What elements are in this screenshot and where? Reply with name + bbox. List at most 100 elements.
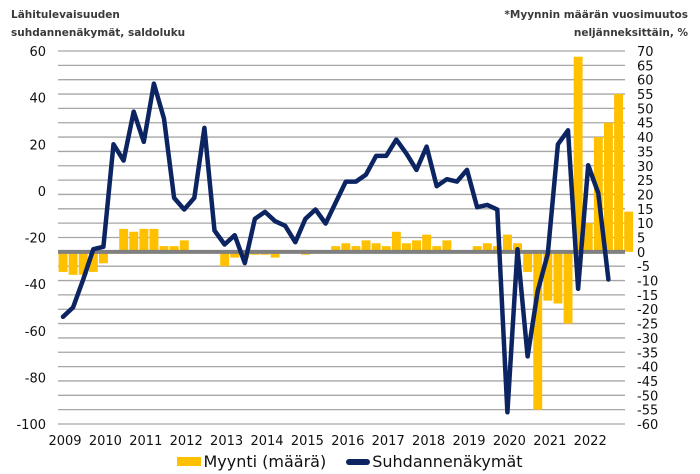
right-axis-tick-label: -60: [637, 418, 658, 433]
bar: [422, 234, 432, 252]
left-axis-title-line-2: suhdannenäkymät, saldoluku: [11, 27, 186, 39]
bar: [99, 251, 108, 264]
bar: [604, 122, 613, 252]
right-axis-tick-label: 55: [637, 88, 654, 103]
right-axis-tick-label: -45: [637, 375, 658, 390]
bar: [503, 234, 512, 252]
bar: [472, 246, 482, 252]
right-axis-tick-label: -25: [637, 318, 658, 333]
bar: [563, 251, 573, 324]
bar: [361, 240, 371, 252]
right-axis-tick-label: -20: [637, 303, 658, 318]
line-series-suhdannenakymat: [60, 81, 611, 415]
right-axis-tick-label: -10: [637, 275, 658, 290]
left-axis-title-line-1: Lähitulevaisuuden: [11, 9, 120, 21]
right-axis-tick-label: 65: [637, 59, 654, 74]
bar: [149, 228, 159, 252]
bar-series-myynti: [58, 56, 634, 410]
bar: [78, 251, 88, 275]
bar: [179, 240, 189, 252]
x-axis-tick-label: 2018: [412, 434, 445, 449]
bar: [391, 231, 401, 252]
left-axis-tick-label: -20: [25, 232, 46, 247]
bar: [402, 243, 411, 252]
bar: [573, 56, 583, 252]
right-axis-tick-label: -35: [637, 346, 658, 361]
legend-label-line: Suhdannenäkymät: [372, 452, 523, 471]
left-axis-tick-label: -80: [25, 371, 46, 386]
bar: [331, 246, 341, 252]
left-axis-tick-label: -40: [25, 278, 46, 293]
x-axis-tick-label: 2013: [210, 434, 243, 449]
bar: [412, 240, 421, 252]
x-axis-tick-label: 2015: [291, 434, 324, 449]
x-axis-tick-label: 2012: [170, 434, 203, 449]
x-axis-tick-label: 2009: [48, 434, 81, 449]
bar: [139, 228, 149, 252]
bar: [220, 251, 230, 267]
right-axis-tick-label: 50: [637, 102, 654, 117]
left-axis-title: Lähitulevaisuuden suhdannenäkymät, saldo…: [11, 6, 185, 42]
right-axis-ticks: 7065605550454035302520151050-5-10-15-20-…: [637, 45, 658, 433]
legend: Myynti (määrä) Suhdannenäkymät: [0, 452, 700, 471]
x-axis-tick-label: 2020: [493, 434, 526, 449]
right-axis-tick-label: -5: [637, 260, 650, 275]
bar: [523, 251, 533, 272]
bar: [553, 251, 563, 304]
right-axis-tick-label: 20: [637, 188, 654, 203]
left-axis-tick-label: 40: [29, 92, 46, 107]
bar: [371, 243, 381, 252]
x-axis-tick-label: 2021: [533, 434, 566, 449]
legend-item-line: Suhdannenäkymät: [346, 452, 523, 471]
bar: [381, 246, 391, 252]
bar: [169, 246, 179, 252]
bar: [543, 251, 553, 301]
right-axis-tick-label: 25: [637, 174, 654, 189]
x-axis-tick-label: 2022: [574, 434, 607, 449]
right-axis-title-line-1: *Myynnin määrän vuosimuutos: [504, 9, 688, 21]
x-axis-tick-label: 2016: [331, 434, 364, 449]
right-axis-title-line-2: neljänneksittäin, %: [573, 27, 688, 39]
right-axis-tick-label: 45: [637, 117, 654, 132]
right-axis-tick-label: 30: [637, 160, 654, 175]
x-axis-tick-label: 2017: [372, 434, 405, 449]
bar: [351, 246, 361, 252]
bar: [533, 251, 543, 410]
bar: [482, 243, 492, 252]
right-axis-tick-label: 40: [637, 131, 654, 146]
bar: [58, 251, 68, 272]
right-axis-tick-label: 15: [637, 203, 654, 218]
bar: [230, 251, 240, 258]
bar: [159, 246, 169, 252]
right-axis-tick-label: -40: [637, 361, 658, 376]
right-axis-tick-label: -15: [637, 289, 658, 304]
bar: [442, 240, 452, 252]
bar: [614, 94, 623, 252]
x-axis-tick-label: 2010: [89, 434, 122, 449]
right-axis-tick-label: 10: [637, 217, 654, 232]
gridlines: [58, 50, 625, 425]
bar: [129, 231, 139, 252]
right-axis-tick-label: 70: [637, 45, 654, 60]
right-axis-tick-label: 35: [637, 145, 654, 160]
bar: [583, 223, 593, 252]
right-axis-tick-label: -55: [637, 404, 658, 419]
right-axis-tick-label: -30: [637, 332, 658, 347]
legend-item-bar: Myynti (määrä): [177, 452, 326, 471]
right-axis-tick-label: 60: [637, 74, 654, 89]
left-axis-tick-label: 60: [29, 45, 46, 60]
left-axis-tick-label: 20: [29, 138, 46, 153]
left-axis-tick-label: -60: [25, 325, 46, 340]
right-axis-tick-label: -50: [637, 389, 658, 404]
x-axis-tick-label: 2019: [452, 434, 485, 449]
right-axis-tick-label: 5: [637, 232, 645, 247]
bar: [88, 251, 98, 272]
bar: [341, 243, 351, 252]
bar: [270, 251, 280, 258]
x-axis-ticks: 2009 2010 2011 2012 2013 2014 2015 2016 2017 2018…: [48, 434, 606, 449]
legend-swatch-line: [346, 458, 371, 465]
left-axis-ticks: 60 40 20 0 -20 -40 -60 -80 -100: [16, 45, 46, 433]
bar: [624, 211, 634, 252]
legend-label-bar: Myynti (määrä): [203, 452, 327, 471]
